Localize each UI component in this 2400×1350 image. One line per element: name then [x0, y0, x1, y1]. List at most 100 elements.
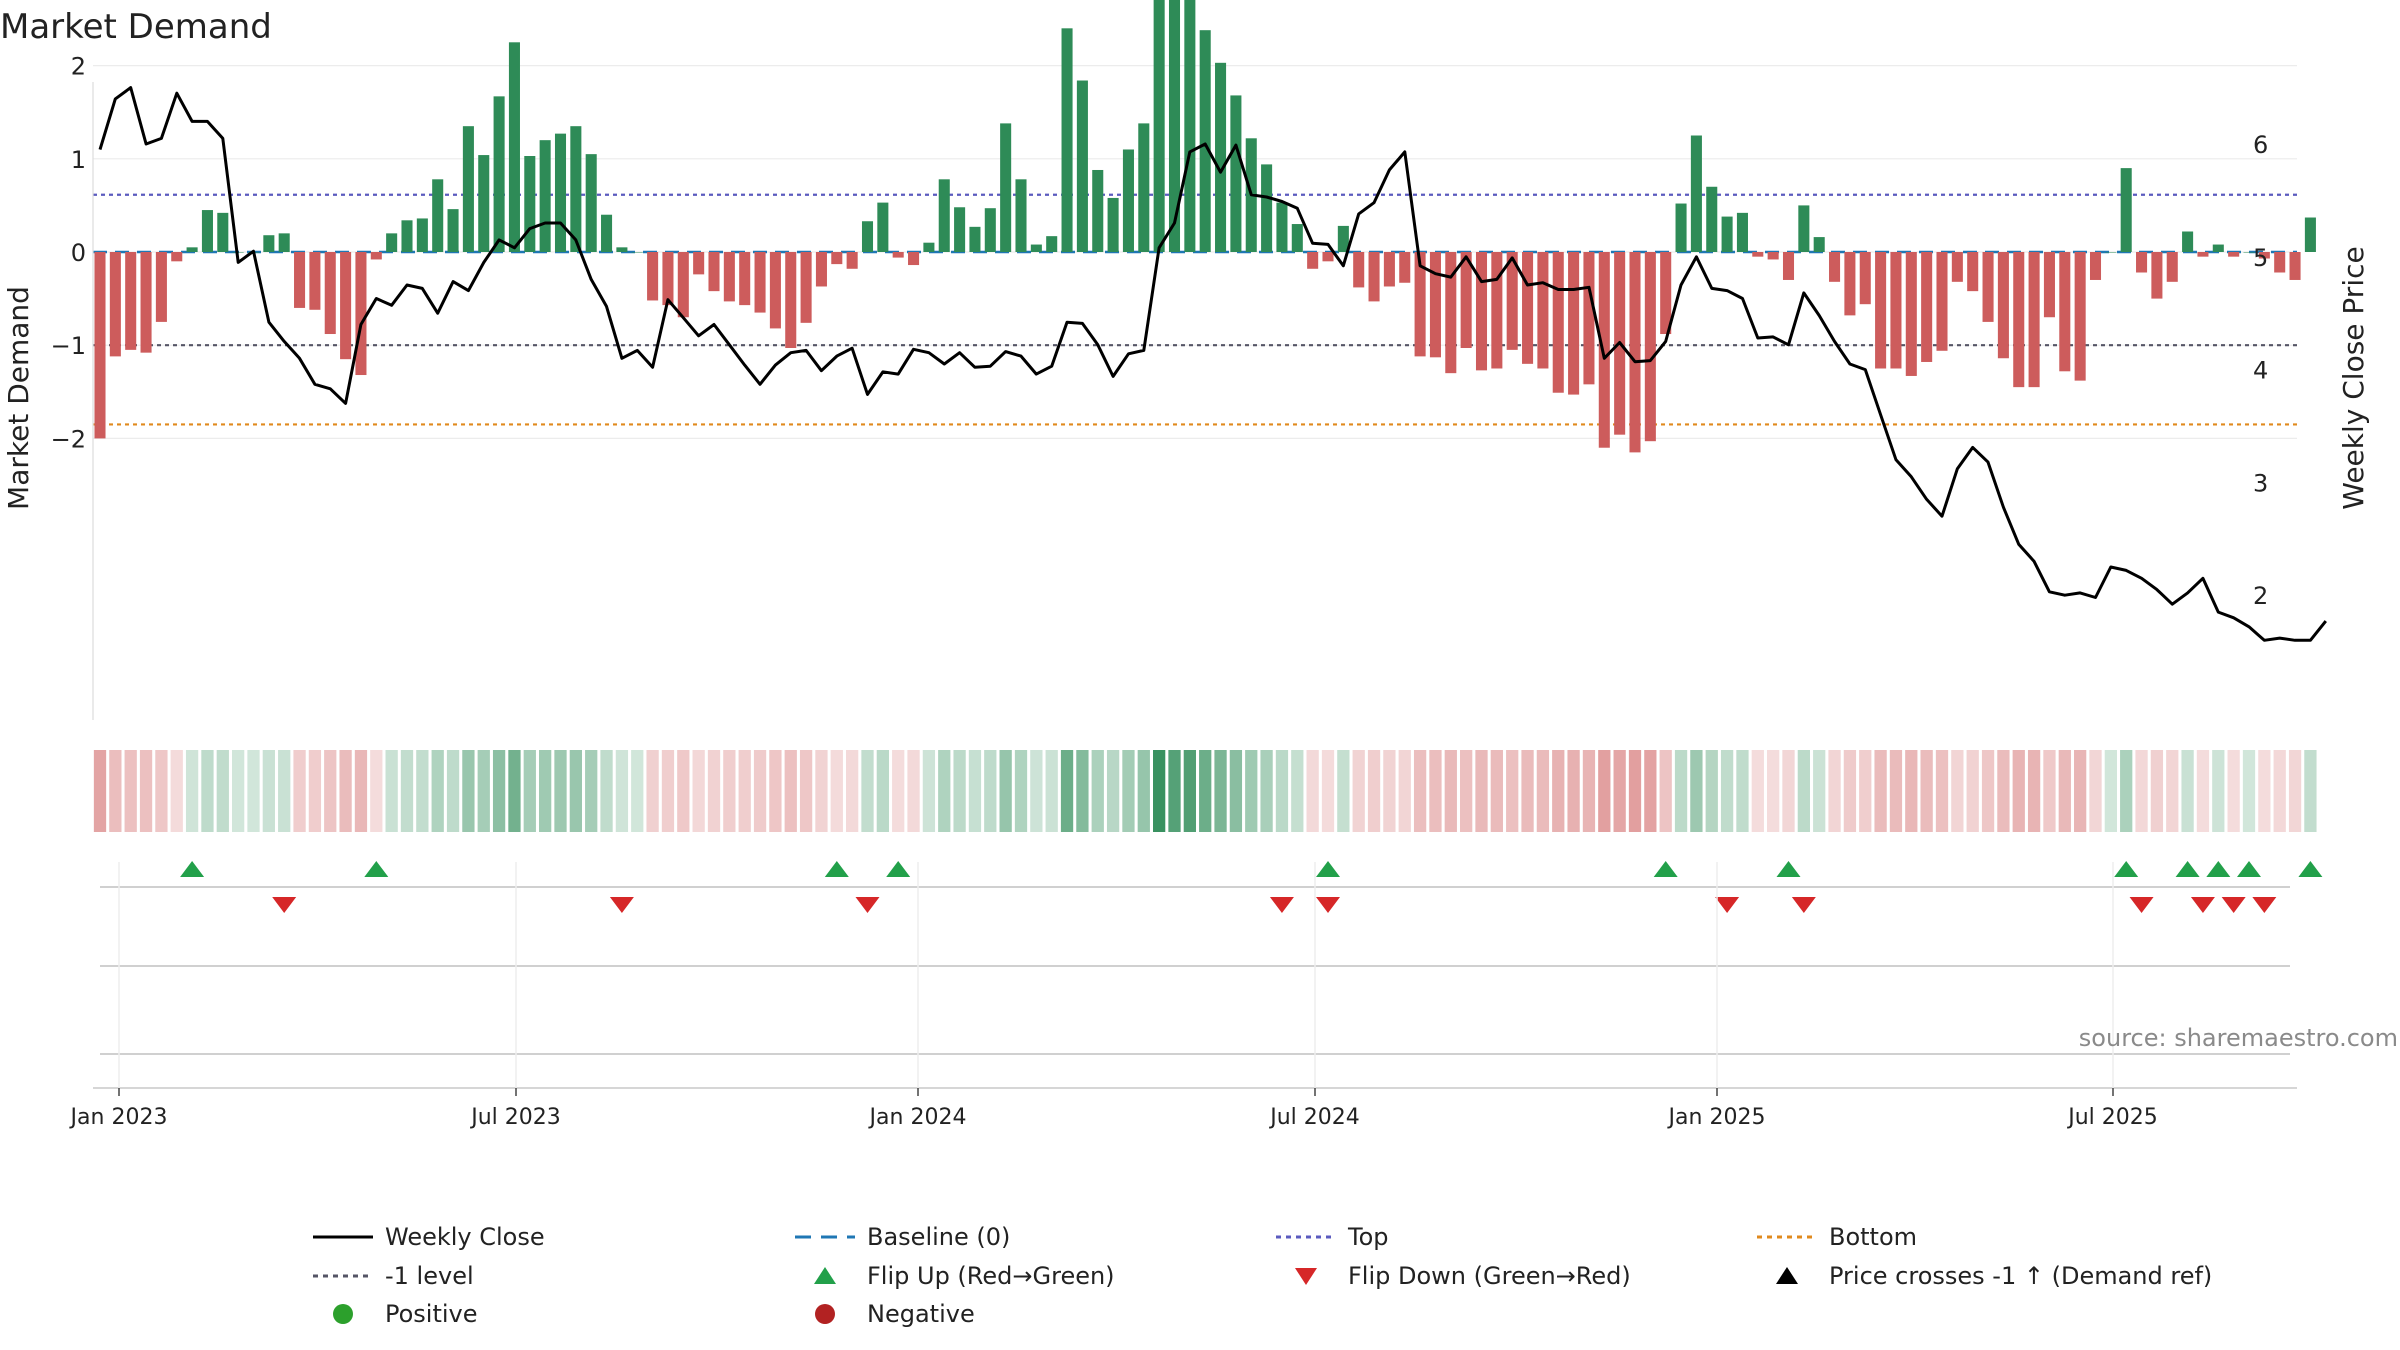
- demand-bar: [1767, 252, 1779, 260]
- heat-cell: [1674, 750, 1688, 832]
- heat-cell: [2258, 750, 2271, 832]
- demand-bar: [938, 179, 950, 252]
- demand-bar: [2089, 252, 2102, 280]
- demand-bar: [217, 212, 229, 252]
- heat-cell: [707, 750, 721, 832]
- heat-cell: [938, 750, 951, 832]
- demand-bar: [2059, 252, 2071, 372]
- heat-cell: [385, 750, 398, 832]
- heat-cell: [1091, 750, 1104, 832]
- demand-bar: [585, 154, 597, 252]
- demand-bar: [447, 209, 459, 252]
- demand-bar: [1000, 123, 1012, 252]
- demand-bar: [1967, 252, 1979, 292]
- demand-bar: [601, 214, 613, 252]
- heat-cell: [769, 750, 782, 832]
- flip-up-marker: [2114, 861, 2139, 877]
- chart-title: Market Demand: [0, 7, 272, 47]
- demand-bar: [1537, 252, 1549, 369]
- demand-bar: [539, 140, 551, 252]
- heat-cell: [600, 750, 613, 832]
- demand-bar: [647, 252, 659, 301]
- heat-cell: [2074, 750, 2087, 832]
- flip-up-marker: [1316, 861, 1340, 877]
- flip-down-marker: [1791, 897, 1816, 913]
- demand-bar: [309, 252, 321, 310]
- demand-bar: [739, 252, 751, 306]
- demand-bar: [1122, 149, 1134, 252]
- heat-cell: [1981, 750, 1995, 832]
- heat-cell: [2104, 750, 2117, 832]
- x-tick-label: Jan 2025: [1667, 1105, 1766, 1130]
- heat-cell: [1874, 750, 1887, 832]
- demand-bar: [1046, 236, 1058, 252]
- heat-cell: [1030, 750, 1043, 832]
- heat-cell: [1367, 750, 1381, 832]
- heat-cell: [2166, 750, 2179, 832]
- legend-label: Bottom: [1829, 1223, 1917, 1251]
- weekly-close-line: [98, 86, 2327, 642]
- demand-bar: [1353, 252, 1365, 288]
- heat-cell: [1521, 750, 1534, 832]
- heat-cell: [2150, 750, 2164, 832]
- demand-bar: [1307, 252, 1319, 269]
- demand-bar: [1168, 0, 1181, 252]
- demand-bar: [754, 252, 766, 313]
- demand-bar: [155, 252, 167, 322]
- demand-heat-strip: [93, 750, 2317, 832]
- heat-cell: [1736, 750, 1749, 832]
- y-left-tick-label: −1: [51, 332, 86, 360]
- heat-cell: [1444, 750, 1457, 832]
- heat-cell: [201, 750, 214, 832]
- demand-bar: [693, 252, 705, 275]
- heat-cell: [2196, 750, 2210, 832]
- demand-bar: [201, 210, 213, 252]
- heat-cell: [247, 750, 260, 832]
- demand-bar: [1076, 80, 1088, 253]
- flip-up-marker: [2175, 861, 2200, 877]
- flip-up-marker: [1776, 861, 1801, 877]
- demand-bar: [662, 252, 674, 306]
- demand-bar: [708, 252, 720, 292]
- demand-bar: [1690, 135, 1702, 252]
- legend-label: Top: [1347, 1223, 1389, 1251]
- heat-cell: [631, 750, 644, 832]
- heat-cell: [753, 750, 767, 832]
- demand-bar: [2274, 252, 2286, 273]
- heat-cell: [446, 750, 460, 832]
- heat-cell: [830, 750, 843, 832]
- heat-cell: [1245, 750, 1258, 832]
- heat-cell: [1137, 750, 1150, 832]
- demand-bar: [186, 247, 198, 252]
- legend-label: Positive: [385, 1300, 478, 1328]
- heat-cell: [1214, 750, 1227, 832]
- demand-bar: [677, 252, 689, 318]
- legend-item: Flip Up (Red→Green): [814, 1262, 1115, 1290]
- demand-bar: [94, 252, 106, 439]
- demand-bar: [1736, 212, 1748, 252]
- demand-bar: [462, 126, 474, 252]
- source-credit: source: sharemaestro.com: [2079, 1024, 2398, 1052]
- heat-cell: [124, 750, 137, 832]
- heat-cell: [1628, 750, 1642, 832]
- legend-item: Price crosses -1 ↑ (Demand ref): [1776, 1262, 2212, 1290]
- demand-bar: [340, 252, 352, 360]
- heat-cell: [692, 750, 705, 832]
- legend-item: Positive: [333, 1300, 478, 1328]
- demand-bar: [1291, 224, 1303, 252]
- y-left-tick-label: 2: [71, 53, 86, 81]
- heat-cell: [1767, 750, 1780, 832]
- demand-bar: [1552, 252, 1564, 393]
- demand-bar: [877, 202, 889, 252]
- demand-bar: [2074, 252, 2086, 381]
- demand-bar: [570, 126, 582, 252]
- x-tick-label: Jul 2023: [469, 1105, 561, 1130]
- demand-bar: [1015, 179, 1027, 252]
- y-right-tick-label: 4: [2253, 357, 2268, 385]
- demand-bar: [1522, 252, 1534, 364]
- legend-item: Top: [1276, 1223, 1389, 1251]
- demand-bar: [1629, 252, 1641, 453]
- demand-bar: [263, 235, 275, 252]
- demand-bar: [2120, 168, 2132, 252]
- heat-cell: [431, 750, 444, 832]
